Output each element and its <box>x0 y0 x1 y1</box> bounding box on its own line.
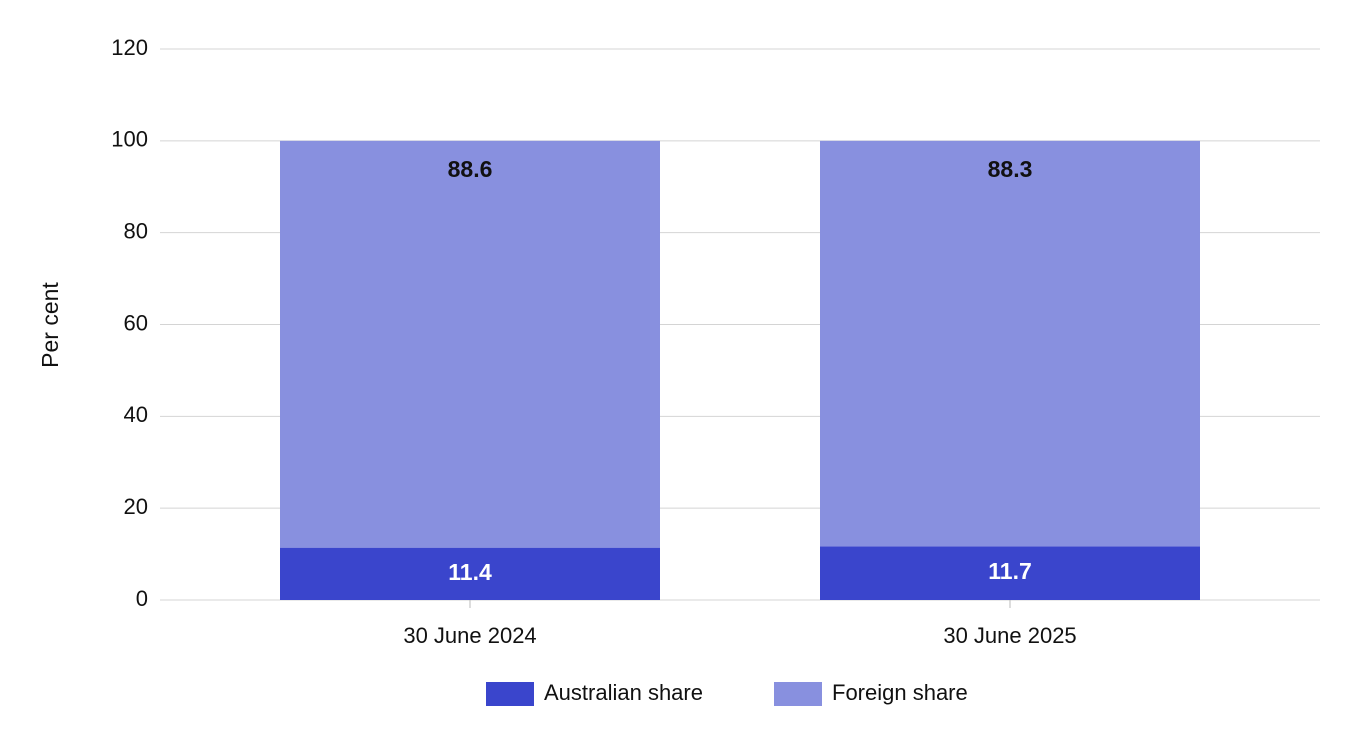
data-label: 11.4 <box>448 559 492 585</box>
bar-segment <box>280 547 660 600</box>
y-tick-label: 120 <box>111 35 148 60</box>
bar-segment <box>280 140 660 548</box>
y-axis-title: Per cent <box>37 282 63 368</box>
bar-segment <box>820 140 1200 547</box>
y-tick-label: 0 <box>136 586 148 611</box>
x-tick-label: 30 June 2025 <box>943 623 1076 648</box>
data-label: 88.3 <box>988 156 1033 182</box>
y-tick-label: 40 <box>124 402 148 427</box>
y-tick-label: 100 <box>111 127 148 152</box>
y-tick-label: 60 <box>124 310 148 335</box>
bar-segment <box>820 546 1200 600</box>
data-label: 88.6 <box>448 156 493 182</box>
y-tick-label: 20 <box>124 494 148 519</box>
legend-swatch <box>774 682 822 706</box>
y-tick-label: 80 <box>124 218 148 243</box>
legend-label: Australian share <box>544 680 703 705</box>
legend-swatch <box>486 682 534 706</box>
data-label: 11.7 <box>988 558 1032 584</box>
legend-label: Foreign share <box>832 680 968 705</box>
x-tick-label: 30 June 2024 <box>403 623 536 648</box>
